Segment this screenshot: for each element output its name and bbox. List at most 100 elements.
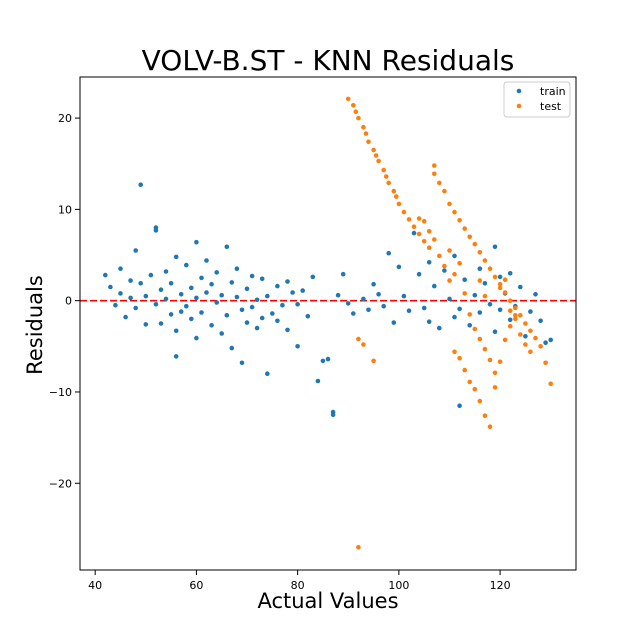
data-point-train [432,283,437,289]
data-point-train [391,320,397,325]
data-point-train [133,248,138,253]
data-point-train [381,303,387,309]
y-axis-label: Residuals [23,275,47,375]
data-point-test [487,266,493,272]
data-point-train [538,318,543,324]
data-point-test [502,337,508,343]
plot-area [80,77,576,570]
data-point-test [502,277,508,283]
data-point-test [492,370,498,376]
data-point-train [178,309,184,314]
data-point-train [457,306,462,312]
data-point-train [325,356,331,362]
data-point-test [502,290,508,295]
data-point-test [447,201,452,207]
data-point-train [184,262,189,268]
data-point-train [280,302,285,308]
data-point-train [194,335,199,341]
data-point-test [356,336,361,342]
y-tick-label: 0 [65,295,72,308]
data-point-train [189,285,194,291]
data-point-train [224,244,230,250]
data-point-test [373,153,379,158]
data-point-train [275,318,280,324]
data-point-test [366,139,371,145]
data-point-train [128,295,133,301]
data-point-test [447,278,452,283]
data-point-train [209,323,214,328]
data-point-test [361,342,366,347]
plot-frame [79,76,577,571]
data-point-train [482,281,488,286]
data-point-test [472,326,478,332]
data-point-test [396,201,402,207]
data-point-train [158,321,164,326]
data-point-train [290,290,295,295]
data-point-train [239,360,245,366]
data-point-test [513,316,518,322]
data-point-train [396,264,402,270]
data-point-train [361,296,366,302]
data-point-test [447,248,452,253]
data-point-train [452,314,457,320]
x-tick-label: 40 [88,579,102,592]
data-point-test [457,260,462,266]
data-point-test [482,346,488,352]
data-point-train [265,293,270,299]
data-point-test [543,360,548,366]
data-point-test [492,385,498,390]
data-point-test [401,209,407,215]
data-point-train [351,311,356,316]
y-tick-label: −10 [49,386,72,399]
data-point-train [518,284,523,290]
data-point-test [523,321,528,326]
data-point-train [234,294,240,300]
data-point-test [472,386,478,392]
data-point-train [467,323,473,328]
data-point-test [477,278,483,283]
data-point-test [426,229,432,234]
data-point-train [259,315,265,321]
data-point-train [224,313,230,318]
data-point-test [432,163,437,168]
data-point-test [442,188,447,194]
data-point-train [330,412,336,418]
data-point-train [487,302,493,307]
data-point-test [345,96,351,102]
data-point-test [391,188,397,194]
data-point-train [305,313,311,319]
data-point-train [194,295,199,301]
data-point-test [356,544,361,550]
data-point-test [421,239,427,244]
legend-label-test: test [540,100,562,113]
data-point-train [259,276,265,282]
data-point-test [351,103,356,108]
data-point-train [254,297,260,303]
data-point-test [507,308,513,314]
data-point-train [199,275,204,281]
data-point-train [523,334,528,339]
data-point-train [345,301,351,306]
data-point-train [472,292,478,298]
data-point-train [416,271,422,277]
data-point-test [477,250,483,255]
data-point-train [229,280,235,285]
data-point-test [371,147,376,153]
legend: train test [503,81,571,118]
data-point-test [472,241,478,247]
data-point-test [426,245,432,250]
data-point-train [457,403,462,409]
data-point-train [178,292,184,297]
data-point-train [173,254,179,260]
data-point-train [133,305,138,311]
data-point-test [482,258,488,263]
data-point-train [219,331,224,336]
data-point-test [421,218,427,224]
data-point-test [497,285,503,291]
data-point-test [533,335,538,341]
data-point-train [497,274,503,280]
data-point-train [143,293,149,299]
data-point-train [285,279,290,284]
data-point-test [394,194,399,199]
data-point-train [366,307,371,313]
